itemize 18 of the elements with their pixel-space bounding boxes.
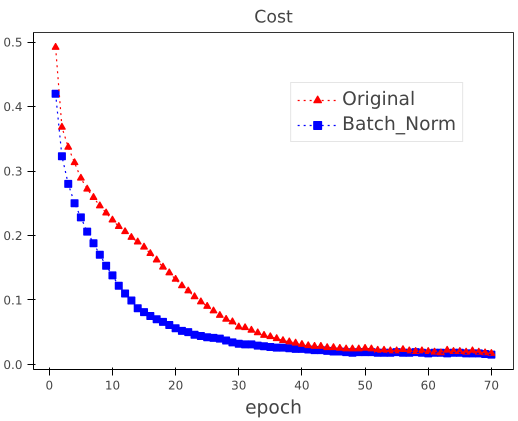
x-tick-label: 70 bbox=[484, 378, 500, 392]
y-tick-label: 0.2 bbox=[3, 228, 23, 243]
y-tick-label: 0.3 bbox=[3, 164, 23, 179]
y-tick-label: 0.1 bbox=[3, 293, 23, 308]
x-tick-label: 30 bbox=[231, 378, 246, 392]
y-tick-label: 0.0 bbox=[3, 358, 23, 372]
x-tick-label: 50 bbox=[357, 378, 373, 392]
x-tick-label: 10 bbox=[104, 378, 120, 392]
legend-label: Batch_Norm bbox=[342, 114, 456, 135]
x-tick-label: 60 bbox=[420, 378, 436, 392]
legend-label: Original bbox=[342, 89, 416, 110]
x-tick-label: 0 bbox=[45, 378, 54, 392]
x-tick-label: 20 bbox=[168, 378, 184, 392]
chart-title: Cost bbox=[254, 8, 293, 28]
y-tick-label: 0.5 bbox=[3, 36, 23, 50]
y-tick-label: 0.4 bbox=[3, 100, 23, 114]
x-tick-label: 40 bbox=[294, 378, 310, 392]
x-axis-title: epoch bbox=[245, 398, 302, 418]
